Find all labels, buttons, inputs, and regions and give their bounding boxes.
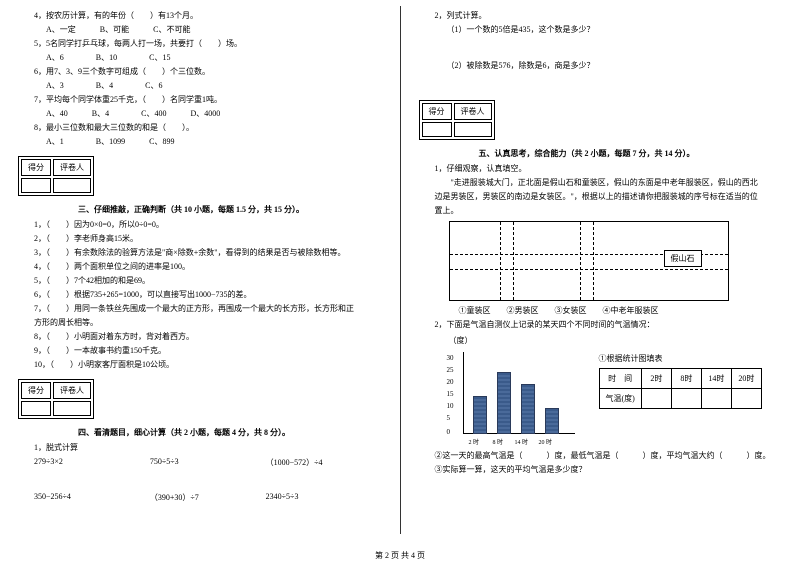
tick-5: 5 — [447, 414, 451, 422]
bar-14h — [521, 384, 535, 434]
q6-opts: A、3 B、4 C、6 — [18, 80, 382, 92]
score-label: 得分 — [21, 382, 51, 399]
th-14: 14时 — [701, 369, 731, 389]
score-box-4: 得分 评卷人 — [18, 379, 94, 419]
page-footer: 第 2 页 共 4 页 — [0, 550, 800, 561]
calc-1c: （1000−572）÷4 — [266, 457, 382, 468]
xl-20: 20 时 — [539, 437, 553, 446]
cell-20 — [731, 389, 761, 409]
j10: 10，（ ）小明家客厅面积是10公顷。 — [18, 359, 382, 371]
q6: 6，用7、3、9三个数字可组成（ ）个三位数。 — [18, 66, 382, 78]
calc-2c: 2340÷5÷3 — [266, 492, 382, 503]
tick-0: 0 — [447, 428, 451, 436]
q8-opts: A、1 B、1099 C、899 — [18, 136, 382, 148]
tick-10: 10 — [447, 402, 454, 410]
q4-opts: A、一定 B、可能 C、不可能 — [18, 24, 382, 36]
th-time: 时 间 — [599, 369, 641, 389]
score-box-5: 得分 评卷人 — [419, 100, 495, 140]
section-3-title: 三、仔细推敲，正确判断（共 10 小题，每题 1.5 分，共 15 分）。 — [18, 204, 382, 215]
j1: 1，（ ）因为0×0=0，所以0÷0=0。 — [18, 219, 382, 231]
bar-2h — [473, 396, 487, 434]
j7b: 方形的周长相等。 — [18, 317, 382, 329]
calc-row-2: 350−256÷4 （390+30）÷7 2340÷5÷3 — [18, 492, 382, 503]
bar-8h — [497, 372, 511, 434]
p1c: 置上。 — [419, 205, 783, 217]
calc-row-1: 279÷3×2 750÷5÷3 （1000−572）÷4 — [18, 457, 382, 468]
tick-15: 15 — [447, 390, 454, 398]
legend: ①童装区 ②男装区 ③女装区 ④中老年服装区 — [419, 305, 783, 317]
p1b: 边是男装区，男装区的南边是女装区。"，根据以上的描述请你把服装城的序号标在适当的… — [419, 191, 783, 203]
temp-table-block: ①根据统计图填表 时 间 2时 8时 14时 20时 气温(度) — [599, 353, 762, 448]
rock-label: 假山石 — [664, 250, 702, 267]
j4: 4，（ ）两个面积单位之间的进率是100。 — [18, 261, 382, 273]
r2: 2，列式计算。 — [419, 10, 783, 22]
j7a: 7，（ ）用同一条铁丝先围成一个最大的正方形，再围成一个最大的长方形，长方形和正 — [18, 303, 382, 315]
th-20: 20时 — [731, 369, 761, 389]
score-label: 得分 — [422, 103, 452, 120]
tr-temp: 气温(度) — [599, 389, 641, 409]
q8: 8，最小三位数和最大三位数的和是（ ）。 — [18, 122, 382, 134]
score-label: 得分 — [21, 159, 51, 176]
q5-opts: A、6 B、10 C、15 — [18, 52, 382, 64]
grader-label: 评卷人 — [53, 159, 91, 176]
th-8: 8时 — [671, 369, 701, 389]
q7-opts: A、40 B、4 C、400 D、4000 — [18, 108, 382, 120]
left-column: 4，按农历计算，有的年份（ ）有13个月。 A、一定 B、可能 C、不可能 5，… — [0, 0, 400, 540]
r2b: （2）被除数是576，除数是6，商是多少？ — [419, 60, 783, 72]
bar-20h — [545, 408, 559, 434]
y-axis — [463, 352, 464, 434]
j3: 3，（ ）有余数除法的验算方法是"商×除数+余数"，看得到的结果是否与被除数相等… — [18, 247, 382, 259]
cell-2 — [641, 389, 671, 409]
chart-block: （度） 30 25 20 15 10 5 0 2 时 8 时 — [439, 335, 579, 448]
grader-label: 评卷人 — [454, 103, 492, 120]
p1a: "走进服装城大门，正北面是假山石和童装区，假山的东面是中老年服装区，假山的西北 — [419, 177, 783, 189]
cell-8 — [671, 389, 701, 409]
p2: 2，下面是气温自测仪上记录的某天四个不同时间的气温情况： — [419, 319, 783, 331]
q3: ③实际算一算，这天的平均气温是多少度？ — [419, 464, 783, 476]
q7: 7，平均每个同学体重25千克，（ ）名同学重1吨。 — [18, 94, 382, 106]
calc-1a: 279÷3×2 — [34, 457, 150, 468]
tick-25: 25 — [447, 366, 454, 374]
j2: 2，（ ）李老师身高15米。 — [18, 233, 382, 245]
tick-30: 30 — [447, 354, 454, 362]
th-2: 2时 — [641, 369, 671, 389]
calc-1b: 750÷5÷3 — [150, 457, 266, 468]
j8: 8，（ ）小明面对着东方时，背对着西方。 — [18, 331, 382, 343]
xl-8: 8 时 — [493, 437, 504, 446]
road-vertical-1 — [500, 222, 514, 300]
tick-20: 20 — [447, 378, 454, 386]
score-box-3: 得分 评卷人 — [18, 156, 94, 196]
xl-14: 14 时 — [515, 437, 529, 446]
q2: ②这一天的最高气温是（ ）度，最低气温是（ ）度，平均气温大约（ ）度。 — [419, 450, 783, 462]
calc-2b: （390+30）÷7 — [150, 492, 266, 503]
r2a: （1）一个数的5倍是435，这个数是多少？ — [419, 24, 783, 36]
y-unit: （度） — [439, 335, 579, 346]
q5: 5，5名同学打乒乓球，每两人打一场，共要打（ ）场。 — [18, 38, 382, 50]
map-diagram: 假山石 — [449, 221, 729, 301]
bar-chart: 30 25 20 15 10 5 0 2 时 8 时 14 时 20 时 — [439, 348, 579, 448]
table-title: ①根据统计图填表 — [599, 353, 762, 364]
j9: 9，（ ）一本故事书约重150千克。 — [18, 345, 382, 357]
road-vertical-2 — [580, 222, 594, 300]
j5: 5，（ ）7个42相加的和是69。 — [18, 275, 382, 287]
calc-2a: 350−256÷4 — [34, 492, 150, 503]
section-5-title: 五、认真思考，综合能力（共 2 小题，每题 7 分，共 14 分）。 — [419, 148, 783, 159]
q4: 4，按农历计算，有的年份（ ）有13个月。 — [18, 10, 382, 22]
grader-label: 评卷人 — [53, 382, 91, 399]
section-4-title: 四、看清题目，细心计算（共 2 小题，每题 4 分，共 8 分）。 — [18, 427, 382, 438]
cell-14 — [701, 389, 731, 409]
j6: 6，（ ）根据735+265=1000，可以直接写出1000−735的差。 — [18, 289, 382, 301]
right-column: 2，列式计算。 （1）一个数的5倍是435，这个数是多少？ （2）被除数是576… — [401, 0, 800, 540]
p1: 1，仔细观察，认真填空。 — [419, 163, 783, 175]
chart-row: （度） 30 25 20 15 10 5 0 2 时 8 时 — [419, 335, 783, 448]
calc-1: 1，脱式计算 — [18, 442, 382, 454]
xl-2: 2 时 — [469, 437, 480, 446]
temp-table: 时 间 2时 8时 14时 20时 气温(度) — [599, 368, 762, 409]
